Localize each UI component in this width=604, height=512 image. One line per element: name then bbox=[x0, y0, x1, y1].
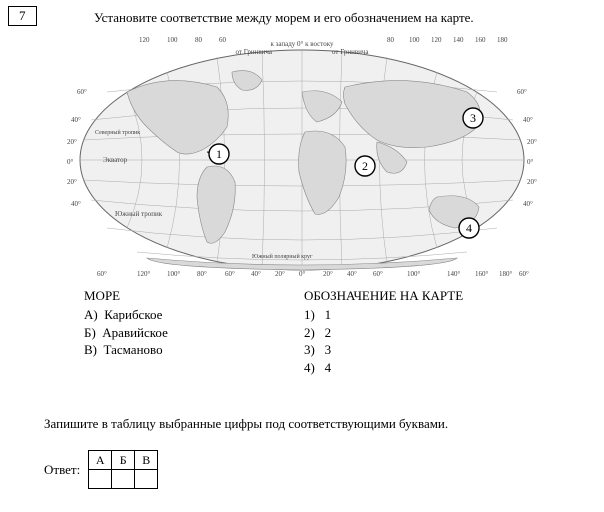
marks-column: ОБОЗНАЧЕНИЕ НА КАРТЕ 1) 1 2) 2 3) 3 4) 4 bbox=[304, 288, 524, 376]
svg-text:20°: 20° bbox=[527, 138, 537, 146]
svg-text:80°: 80° bbox=[197, 270, 207, 278]
svg-text:120: 120 bbox=[139, 36, 150, 44]
svg-text:80: 80 bbox=[195, 36, 203, 44]
svg-text:60°: 60° bbox=[225, 270, 235, 278]
svg-text:60°: 60° bbox=[97, 270, 107, 278]
svg-text:60°: 60° bbox=[517, 88, 527, 96]
answer-row: Ответ: А Б В bbox=[44, 450, 590, 489]
north-tropic-label: Северный тропик bbox=[95, 129, 140, 136]
svg-text:40°: 40° bbox=[523, 200, 533, 208]
svg-text:160°: 160° bbox=[475, 270, 489, 278]
svg-text:60°: 60° bbox=[77, 88, 87, 96]
map-container: к западу 0° к востоку от Гринвича от Гри… bbox=[14, 32, 590, 282]
svg-text:0°: 0° bbox=[67, 158, 74, 166]
svg-text:180: 180 bbox=[497, 36, 508, 44]
mark-item: 1) 1 bbox=[304, 306, 524, 324]
sea-item: В) Тасманово bbox=[84, 341, 304, 359]
map-top-center: к западу 0° к востоку bbox=[270, 40, 334, 48]
map-top-sub-left: от Гринвича bbox=[236, 48, 273, 56]
svg-text:80: 80 bbox=[387, 36, 395, 44]
svg-text:60°: 60° bbox=[519, 270, 529, 278]
svg-text:100: 100 bbox=[409, 36, 420, 44]
equator-label: Экватор bbox=[103, 156, 128, 164]
worksheet-page: 7 Установите соответствие между морем и … bbox=[0, 0, 604, 509]
svg-text:60: 60 bbox=[219, 36, 227, 44]
answer-header-cell: Б bbox=[112, 451, 135, 470]
seas-header: МОРЕ bbox=[84, 288, 304, 304]
svg-text:180°: 180° bbox=[499, 270, 513, 278]
svg-text:2: 2 bbox=[362, 159, 368, 173]
svg-text:1: 1 bbox=[216, 147, 222, 161]
svg-text:140°: 140° bbox=[447, 270, 461, 278]
svg-text:100°: 100° bbox=[167, 270, 181, 278]
marks-header: ОБОЗНАЧЕНИЕ НА КАРТЕ bbox=[304, 288, 524, 304]
svg-text:20°: 20° bbox=[527, 178, 537, 186]
svg-text:40°: 40° bbox=[523, 116, 533, 124]
svg-text:0°: 0° bbox=[527, 158, 534, 166]
sea-item: А) Карибское bbox=[84, 306, 304, 324]
answer-label: Ответ: bbox=[44, 462, 80, 478]
svg-text:100: 100 bbox=[167, 36, 178, 44]
svg-text:40°: 40° bbox=[71, 200, 81, 208]
svg-text:20°: 20° bbox=[67, 138, 77, 146]
svg-text:60°: 60° bbox=[373, 270, 383, 278]
south-circle-label: Южный полярный круг bbox=[252, 253, 313, 260]
south-tropic-label: Южный тропик bbox=[115, 210, 163, 218]
question-number: 7 bbox=[19, 8, 26, 23]
svg-text:20°: 20° bbox=[67, 178, 77, 186]
marker-2: 2 bbox=[355, 156, 375, 176]
svg-text:20°: 20° bbox=[275, 270, 285, 278]
answer-table: А Б В bbox=[88, 450, 158, 489]
map-top-sub-right: от Гринвича bbox=[332, 48, 369, 56]
svg-text:120°: 120° bbox=[137, 270, 151, 278]
svg-text:0°: 0° bbox=[299, 270, 306, 278]
marker-3: 3 bbox=[463, 108, 483, 128]
svg-text:160: 160 bbox=[475, 36, 486, 44]
svg-text:120: 120 bbox=[431, 36, 442, 44]
instruction-text: Запишите в таблицу выбранные цифры под с… bbox=[44, 416, 590, 432]
svg-text:100°: 100° bbox=[407, 270, 421, 278]
mark-item: 2) 2 bbox=[304, 324, 524, 342]
question-text: Установите соответствие между морем и ег… bbox=[94, 10, 590, 26]
answer-input-cell[interactable] bbox=[89, 470, 112, 489]
world-map: к западу 0° к востоку от Гринвича от Гри… bbox=[67, 32, 537, 278]
svg-text:20°: 20° bbox=[323, 270, 333, 278]
answer-header-cell: В bbox=[135, 451, 158, 470]
answer-input-cell[interactable] bbox=[135, 470, 158, 489]
sea-item: Б) Аравийское bbox=[84, 324, 304, 342]
mark-item: 4) 4 bbox=[304, 359, 524, 377]
svg-text:3: 3 bbox=[470, 111, 476, 125]
marker-4: 4 bbox=[459, 218, 479, 238]
svg-text:40°: 40° bbox=[347, 270, 357, 278]
svg-text:40°: 40° bbox=[251, 270, 261, 278]
seas-column: МОРЕ А) Карибское Б) Аравийское В) Тасма… bbox=[84, 288, 304, 376]
answer-header-cell: А bbox=[89, 451, 112, 470]
answer-input-cell[interactable] bbox=[112, 470, 135, 489]
question-number-box: 7 bbox=[8, 6, 37, 26]
svg-text:140: 140 bbox=[453, 36, 464, 44]
mark-item: 3) 3 bbox=[304, 341, 524, 359]
svg-text:40°: 40° bbox=[71, 116, 81, 124]
svg-text:4: 4 bbox=[466, 221, 472, 235]
match-columns: МОРЕ А) Карибское Б) Аравийское В) Тасма… bbox=[84, 288, 590, 376]
